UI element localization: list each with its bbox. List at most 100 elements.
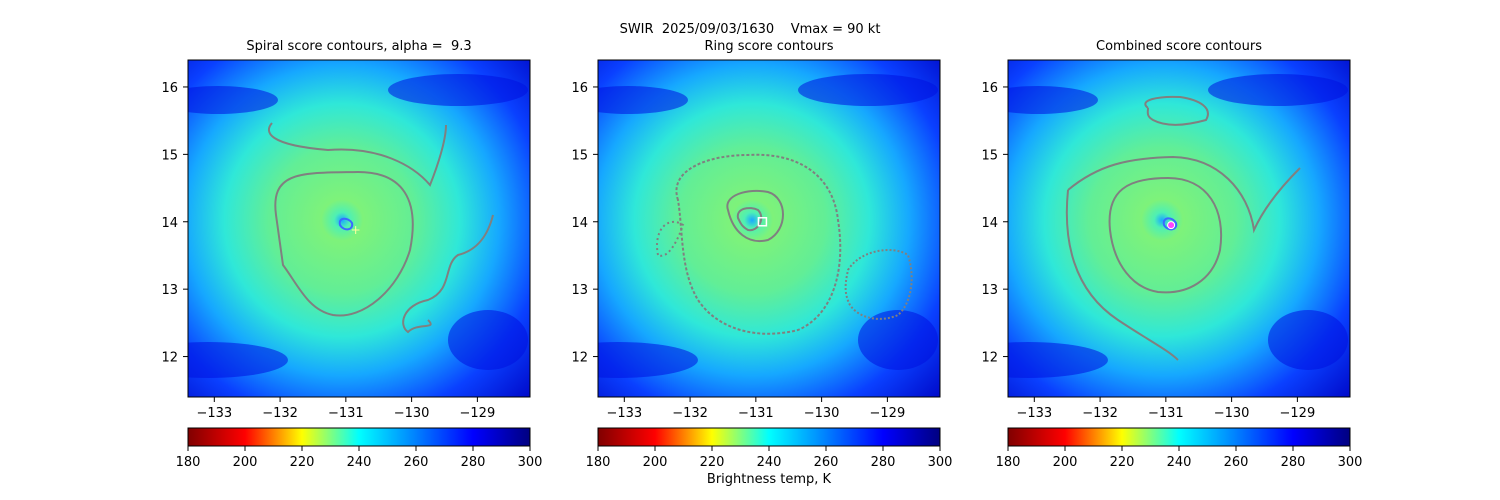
y-tick-label: 16 [161, 81, 178, 96]
panel3-title: Combined score contours [1096, 39, 1262, 54]
x-tick-label: −133 [1016, 406, 1052, 421]
score-contours [656, 153, 913, 335]
cloud-band [188, 342, 288, 378]
colorbar-tick-label: 180 [586, 455, 611, 470]
contour-line [726, 190, 784, 243]
cloud-band [188, 86, 278, 114]
colorbar-tick-label: 260 [814, 455, 839, 470]
cloud-band [1008, 86, 1098, 114]
x-tick-label: −132 [672, 406, 708, 421]
x-tick-label: −133 [606, 406, 642, 421]
contour-line [1067, 155, 1301, 234]
colorbar-tick-label: 240 [757, 455, 782, 470]
y-tick-label: 12 [161, 351, 178, 366]
contour-line [1144, 95, 1209, 126]
colorbar-1: 180 200 220 240 260 280 300 [176, 427, 543, 470]
colorbar-tick-label: 260 [1224, 455, 1249, 470]
y-tick-label: 14 [981, 216, 998, 231]
x-tick-label: −130 [394, 406, 430, 421]
contour-line [1108, 176, 1223, 294]
x-tick-label: −131 [328, 406, 364, 421]
axes-frame [1007, 59, 1351, 398]
panel-2: −133 −132 −131 −130 −129 12 13 14 15 16 [571, 59, 941, 421]
cloud-band [598, 342, 698, 378]
colorbar-gradient [1007, 427, 1351, 447]
colorbar-gradient [187, 427, 531, 447]
colorbar-tick-label: 240 [1167, 455, 1192, 470]
center-marker: + [351, 223, 361, 237]
colorbar-tick-label: 200 [643, 455, 668, 470]
colorbar-tick-label: 200 [1053, 455, 1078, 470]
colorbar-3: 180 200 220 240 260 280 300 [996, 427, 1363, 470]
x-tick-label: −131 [738, 406, 774, 421]
figure-suptitle: SWIR 2025/09/03/1630 Vmax = 90 kt [0, 22, 1500, 38]
panel-3: −133 −132 −131 −130 −129 12 13 14 15 16 [981, 59, 1351, 421]
colorbar-label: Brightness temp, K [706, 472, 832, 487]
score-contours [1065, 95, 1301, 361]
contour-line [1162, 217, 1178, 231]
colorbar-gradient [597, 427, 941, 447]
colorbar-tick-label: 220 [700, 455, 725, 470]
colorbar-tick-label: 280 [461, 455, 486, 470]
colorbar-tick-label: 200 [233, 455, 258, 470]
colorbar-tick-label: 220 [1110, 455, 1135, 470]
cloud-band [1008, 342, 1108, 378]
x-tick-label: −130 [804, 406, 840, 421]
axes-frame [187, 59, 531, 398]
colorbar-tick-label: 180 [176, 455, 201, 470]
contour-line [675, 153, 842, 335]
contour-line [1065, 189, 1179, 361]
x-tick-label: −132 [1082, 406, 1118, 421]
x-tick-label: −131 [1148, 406, 1184, 421]
x-tick-label: −129 [1280, 406, 1316, 421]
cloud-band [1208, 74, 1348, 106]
cloud-band [1268, 310, 1348, 370]
contour-line [338, 217, 354, 231]
colorbar-2: 180 200 220 240 260 280 300 [586, 427, 953, 470]
x-tick-label: −133 [196, 406, 232, 421]
x-tick-label: −129 [870, 406, 906, 421]
contour-line [267, 122, 447, 187]
x-tick-label: −130 [1214, 406, 1250, 421]
colorbar-tick-label: 220 [290, 455, 315, 470]
y-tick-label: 15 [981, 148, 998, 163]
panel2-title: Ring score contours [704, 39, 834, 54]
y-tick-label: 13 [981, 283, 998, 298]
panel1-title: Spiral score contours, alpha = 9.3 [246, 39, 472, 54]
x-tick-label: −132 [262, 406, 298, 421]
y-tick-label: 14 [161, 216, 178, 231]
center-marker [757, 217, 768, 227]
contour-line [656, 220, 685, 257]
colorbar-tick-label: 300 [518, 455, 543, 470]
y-tick-label: 16 [981, 81, 998, 96]
y-tick-label: 13 [161, 283, 178, 298]
suptitle-line1: SWIR 2025/09/03/1630 Vmax = 90 kt [619, 22, 881, 37]
contour-line [274, 170, 414, 317]
colorbar-tick-label: 240 [347, 455, 372, 470]
colorbar-tick-label: 300 [928, 455, 953, 470]
axes-frame [597, 59, 941, 398]
contour-line [402, 214, 494, 334]
y-tick-label: 12 [571, 351, 588, 366]
contour-line [736, 207, 763, 232]
y-tick-label: 13 [571, 283, 588, 298]
colorbar-tick-label: 180 [996, 455, 1021, 470]
colorbar-tick-label: 280 [1281, 455, 1306, 470]
cloud-band [598, 86, 688, 114]
x-tick-label: −129 [460, 406, 496, 421]
center-marker [1167, 221, 1176, 230]
y-tick-label: 14 [571, 216, 588, 231]
cloud-band [798, 74, 938, 106]
score-contours [267, 122, 494, 334]
cloud-band [388, 74, 528, 106]
y-tick-label: 15 [571, 148, 588, 163]
y-tick-label: 16 [571, 81, 588, 96]
colorbar-tick-label: 260 [404, 455, 429, 470]
cloud-band [858, 310, 938, 370]
colorbar-tick-label: 300 [1338, 455, 1363, 470]
y-tick-label: 15 [161, 148, 178, 163]
panel-1: + −133 −132 −131 −130 −129 12 13 14 15 16 [161, 59, 531, 421]
cloud-band [448, 310, 528, 370]
colorbar-tick-label: 280 [871, 455, 896, 470]
